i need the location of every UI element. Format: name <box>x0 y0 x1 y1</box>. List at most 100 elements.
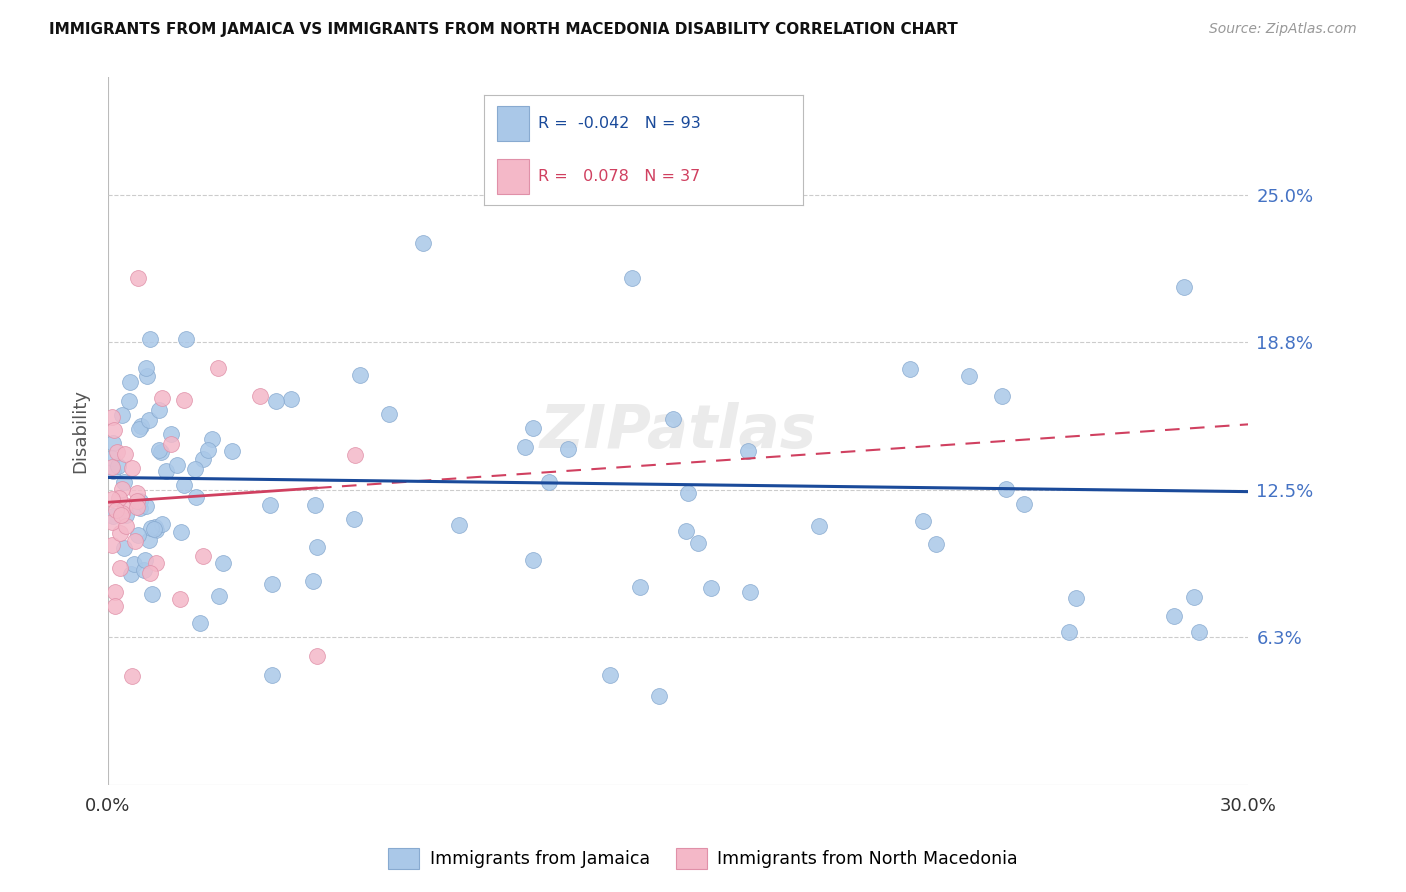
Point <box>108 526 131 541</box>
Point <box>148 443 170 458</box>
Point <box>221 444 243 458</box>
Point <box>912 514 935 528</box>
Point <box>305 648 328 663</box>
Point <box>145 556 167 570</box>
Point <box>110 561 132 575</box>
Point <box>127 494 149 508</box>
Point <box>134 553 156 567</box>
Point <box>208 590 231 604</box>
Point <box>557 442 579 456</box>
Text: ZIPatlas: ZIPatlas <box>540 402 817 461</box>
Point <box>200 432 222 446</box>
Point <box>127 271 149 285</box>
Point <box>105 445 128 459</box>
Point <box>280 392 302 407</box>
Point <box>145 524 167 538</box>
Point <box>120 566 142 581</box>
Point <box>197 443 219 458</box>
Point <box>700 581 723 595</box>
Point <box>898 362 921 376</box>
Point <box>170 524 193 539</box>
Point <box>169 591 191 606</box>
Point <box>145 520 167 534</box>
Point <box>124 533 146 548</box>
Point <box>103 509 125 524</box>
Point <box>191 549 214 564</box>
Point <box>121 461 143 475</box>
Point <box>513 440 536 454</box>
Point <box>150 516 173 531</box>
Point <box>115 508 138 522</box>
Point <box>304 498 326 512</box>
Point <box>114 447 136 461</box>
Point <box>112 541 135 555</box>
Point <box>101 436 124 450</box>
Point <box>150 392 173 406</box>
Point <box>628 580 651 594</box>
Point <box>135 499 157 513</box>
Point <box>249 389 271 403</box>
Point <box>159 436 181 450</box>
Point <box>101 450 124 465</box>
Point <box>191 451 214 466</box>
Point <box>174 332 197 346</box>
Point <box>184 462 207 476</box>
Point <box>349 368 371 383</box>
Point <box>599 667 621 681</box>
Point <box>207 361 229 376</box>
Point <box>122 557 145 571</box>
Point <box>129 418 152 433</box>
Point <box>139 521 162 535</box>
Point <box>128 501 150 516</box>
Point <box>1188 625 1211 640</box>
Point <box>302 574 325 589</box>
Point <box>110 508 132 522</box>
Point <box>118 393 141 408</box>
Point <box>128 421 150 435</box>
Point <box>807 518 830 533</box>
Point <box>190 615 212 630</box>
Point <box>127 500 149 515</box>
Point <box>1059 625 1081 640</box>
Point <box>173 478 195 492</box>
Point <box>148 403 170 417</box>
Text: IMMIGRANTS FROM JAMAICA VS IMMIGRANTS FROM NORTH MACEDONIA DISABILITY CORRELATIO: IMMIGRANTS FROM JAMAICA VS IMMIGRANTS FR… <box>49 22 957 37</box>
Point <box>112 475 135 490</box>
Point <box>138 533 160 547</box>
Point <box>114 498 136 512</box>
Point <box>143 522 166 536</box>
Point <box>103 423 125 437</box>
Point <box>104 599 127 613</box>
Point <box>139 332 162 346</box>
Point <box>738 584 761 599</box>
Point <box>101 538 124 552</box>
Point <box>173 392 195 407</box>
Point <box>159 426 181 441</box>
Point <box>212 556 235 570</box>
Text: Source: ZipAtlas.com: Source: ZipAtlas.com <box>1209 22 1357 37</box>
Point <box>621 271 644 285</box>
Point <box>1012 497 1035 511</box>
Point <box>522 553 544 567</box>
Point <box>537 475 560 489</box>
Point <box>343 512 366 526</box>
Point <box>111 506 134 520</box>
Point <box>262 668 284 682</box>
Point <box>264 393 287 408</box>
Point <box>377 407 399 421</box>
Point <box>260 576 283 591</box>
Point <box>134 563 156 577</box>
Point <box>1163 609 1185 624</box>
Point <box>125 486 148 500</box>
Point <box>184 490 207 504</box>
Point <box>101 465 124 479</box>
Point <box>1066 591 1088 606</box>
Point <box>127 528 149 542</box>
Point <box>104 585 127 599</box>
Point <box>120 375 142 389</box>
Legend: Immigrants from Jamaica, Immigrants from North Macedonia: Immigrants from Jamaica, Immigrants from… <box>381 841 1025 876</box>
Point <box>108 491 131 505</box>
Point <box>1182 591 1205 605</box>
Point <box>305 540 328 554</box>
Point <box>138 413 160 427</box>
